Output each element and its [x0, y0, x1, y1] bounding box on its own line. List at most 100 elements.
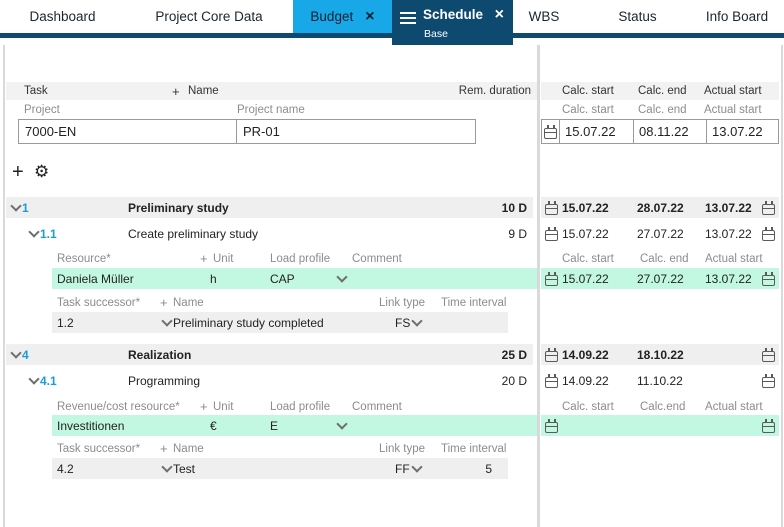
calendar-icon[interactable] [762, 197, 775, 218]
link-type-col-label: Link type [379, 296, 426, 309]
successor-name: Test [173, 461, 196, 476]
link-type-value: FS [395, 315, 411, 330]
unit-col-label: Unit [213, 252, 234, 265]
left-border [3, 45, 5, 527]
task-row[interactable]: 1 Preliminary study 10 D [6, 197, 533, 218]
chevron-down-icon[interactable] [336, 268, 348, 289]
tab-schedule[interactable]: Schedule × Base [392, 0, 513, 45]
close-icon[interactable]: × [365, 7, 375, 25]
resource-row-dates[interactable] [541, 415, 779, 436]
chevron-down-icon[interactable] [411, 312, 423, 333]
calc-start-value: 15.07.22 [562, 226, 609, 241]
chevron-down-icon[interactable] [336, 415, 348, 436]
tab-info-board[interactable]: Info Board [705, 9, 769, 24]
resource-header-left: Resource* + Unit Load profile Comment [6, 251, 537, 266]
time-interval-col-label: Time interval [441, 442, 507, 455]
calendar-icon[interactable] [541, 119, 560, 144]
calendar-icon[interactable] [762, 344, 775, 365]
tab-status[interactable]: Status [618, 9, 657, 24]
calendar-icon[interactable] [545, 370, 558, 391]
add-resource-icon[interactable]: + [200, 399, 208, 414]
close-icon[interactable]: × [494, 6, 504, 23]
project-calc-start-label: Calc. start [562, 103, 614, 116]
calc-end-label: Calc. end [640, 252, 689, 265]
task-row-dates[interactable]: 15.07.22 27.07.22 13.07.22 [541, 223, 779, 244]
task-row[interactable]: 4 Realization 25 D [6, 344, 533, 365]
calendar-icon[interactable] [762, 415, 775, 436]
chevron-down-icon[interactable] [161, 458, 173, 479]
add-successor-icon[interactable]: + [160, 441, 168, 456]
add-successor-icon[interactable]: + [160, 295, 168, 310]
task-number: 4 [22, 347, 29, 362]
add-resource-icon[interactable]: + [200, 251, 208, 266]
project-label: Project [24, 103, 60, 116]
chevron-down-icon[interactable] [411, 458, 423, 479]
calendar-icon[interactable] [545, 344, 558, 365]
calendar-icon[interactable] [762, 268, 775, 289]
calendar-icon[interactable] [545, 268, 558, 289]
calendar-icon[interactable] [762, 223, 775, 244]
calc-start-label: Calc. start [562, 252, 614, 265]
add-task-button[interactable]: + [12, 160, 24, 183]
resource-row[interactable]: Daniela Müller h CAP [52, 268, 537, 289]
project-calc-end-input[interactable]: 08.11.22 [633, 119, 707, 144]
tab-project-core-data[interactable]: Project Core Data [155, 9, 263, 24]
chevron-down-icon[interactable] [161, 312, 173, 333]
calendar-icon[interactable] [762, 370, 775, 391]
load-profile-col-label: Load profile [270, 400, 331, 413]
task-number: 4.1 [40, 373, 57, 388]
task-row-dates[interactable]: 14.09.22 11.10.22 [541, 370, 779, 391]
tab-budget[interactable]: Budget × [293, 0, 392, 33]
calc-end-label: Calc.end [640, 400, 686, 413]
project-calc-start-input[interactable]: 15.07.22 [559, 119, 634, 144]
successor-col-label: Task successor* [57, 442, 141, 455]
name-col-label: Name [173, 296, 204, 309]
chevron-down-icon[interactable] [28, 370, 40, 391]
menu-icon[interactable] [400, 12, 416, 27]
successor-row[interactable]: 4.2 Test FF 5 [52, 458, 508, 479]
resource-row[interactable]: Investitionen € E [52, 415, 537, 436]
comment-col-label: Comment [352, 400, 402, 413]
col-task: Task [24, 85, 48, 97]
task-row[interactable]: 1.1 Create preliminary study 9 D [6, 223, 533, 244]
task-row-dates[interactable]: 15.07.22 28.07.22 13.07.22 [541, 197, 779, 218]
settings-gear-button[interactable]: ⚙ [34, 162, 50, 181]
add-column-icon[interactable]: + [172, 83, 180, 99]
task-row-dates[interactable]: 14.09.22 18.10.22 [541, 344, 779, 365]
col-rem-duration: Rem. duration [458, 85, 531, 97]
time-interval-value: 5 [485, 461, 492, 476]
tab-budget-label: Budget [310, 9, 354, 24]
link-type-value: FF [395, 461, 410, 476]
chevron-down-icon[interactable] [10, 197, 22, 218]
successor-id: 1.2 [57, 315, 74, 330]
tab-dashboard[interactable]: Dashboard [29, 9, 96, 24]
resource-name: Daniela Müller [57, 271, 134, 286]
calendar-icon[interactable] [545, 197, 558, 218]
resource-row-dates[interactable]: 15.07.22 27.07.22 13.07.22 [541, 268, 779, 289]
task-number: 1.1 [40, 226, 57, 241]
calendar-icon[interactable] [545, 415, 558, 436]
project-name-input[interactable]: PR-01 [236, 119, 476, 144]
project-actual-start-label: Actual start [704, 103, 762, 116]
resource-unit: h [210, 271, 217, 286]
column-header-right: Calc. start Calc. end Actual start [541, 82, 779, 100]
panel-divider [537, 45, 540, 527]
calc-start-value: 15.07.22 [562, 200, 609, 215]
successor-row[interactable]: 1.2 Preliminary study completed FS [52, 312, 508, 333]
tab-wbs[interactable]: WBS [528, 9, 560, 24]
project-id-input[interactable]: 7000-EN [18, 119, 237, 144]
calendar-icon[interactable] [545, 223, 558, 244]
task-row[interactable]: 4.1 Programming 20 D [6, 370, 533, 391]
actual-start-label: Actual start [705, 252, 763, 265]
load-profile-col-label: Load profile [270, 252, 331, 265]
actual-start-value: 13.07.22 [705, 271, 752, 286]
unit-col-label: Unit [213, 400, 234, 413]
successor-id: 4.2 [57, 461, 74, 476]
chevron-down-icon[interactable] [28, 223, 40, 244]
chevron-down-icon[interactable] [10, 344, 22, 365]
comment-col-label: Comment [352, 252, 402, 265]
resource-header-right: Calc. start Calc. end Actual start [541, 251, 779, 266]
project-actual-start-input[interactable]: 13.07.22 [706, 119, 779, 144]
col-actual-start: Actual start [704, 85, 762, 97]
